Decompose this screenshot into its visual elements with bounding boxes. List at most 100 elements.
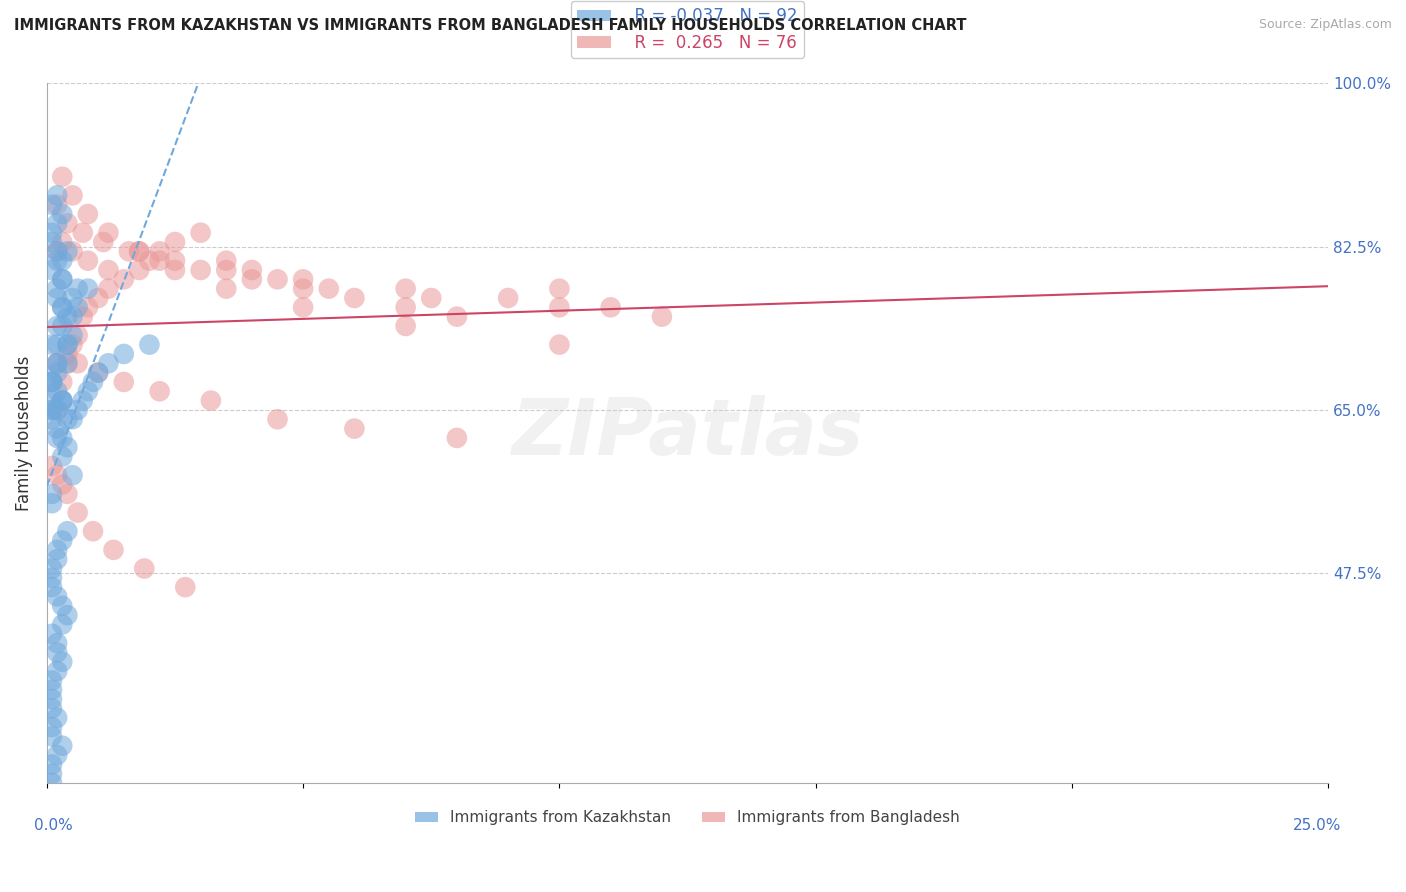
Point: [318, 282, 340, 296]
Point: [46, 244, 69, 259]
Point: [51, 739, 73, 753]
Point: [56, 337, 79, 351]
Text: 0.0%: 0.0%: [34, 818, 73, 833]
Point: [420, 291, 443, 305]
Point: [41, 375, 63, 389]
Point: [41, 701, 63, 715]
Point: [41, 571, 63, 585]
Point: [97, 356, 120, 370]
Point: [51, 450, 73, 464]
Point: [62, 244, 84, 259]
Legend: Immigrants from Kazakhstan, Immigrants from Bangladesh: Immigrants from Kazakhstan, Immigrants f…: [409, 805, 966, 831]
Point: [215, 253, 238, 268]
Point: [41, 720, 63, 734]
Point: [51, 431, 73, 445]
Point: [548, 337, 571, 351]
Point: [395, 301, 418, 315]
Point: [51, 272, 73, 286]
Point: [343, 291, 366, 305]
Point: [395, 282, 418, 296]
Point: [62, 291, 84, 305]
Point: [56, 216, 79, 230]
Point: [46, 356, 69, 370]
Point: [51, 253, 73, 268]
Point: [51, 617, 73, 632]
Point: [46, 468, 69, 483]
Point: [82, 524, 104, 539]
Point: [46, 291, 69, 305]
Point: [46, 197, 69, 211]
Text: Source: ZipAtlas.com: Source: ZipAtlas.com: [1258, 18, 1392, 31]
Point: [66, 301, 89, 315]
Point: [56, 356, 79, 370]
Point: [51, 477, 73, 491]
Point: [72, 226, 94, 240]
Point: [72, 393, 94, 408]
Point: [446, 431, 468, 445]
Text: 25.0%: 25.0%: [1292, 818, 1341, 833]
Point: [77, 207, 100, 221]
Point: [46, 645, 69, 659]
Point: [292, 282, 315, 296]
Point: [190, 226, 212, 240]
Point: [41, 692, 63, 706]
Point: [87, 291, 110, 305]
Point: [149, 253, 172, 268]
Point: [66, 403, 89, 417]
Text: IMMIGRANTS FROM KAZAKHSTAN VS IMMIGRANTS FROM BANGLADESH FAMILY HOUSEHOLDS CORRE: IMMIGRANTS FROM KAZAKHSTAN VS IMMIGRANTS…: [14, 18, 966, 33]
Point: [46, 366, 69, 380]
Point: [395, 318, 418, 333]
Point: [200, 393, 222, 408]
Point: [163, 253, 186, 268]
Point: [46, 253, 69, 268]
Point: [87, 366, 110, 380]
Point: [149, 384, 172, 399]
Point: [41, 375, 63, 389]
Point: [112, 375, 135, 389]
Point: [103, 542, 125, 557]
Point: [56, 412, 79, 426]
Point: [51, 533, 73, 548]
Point: [66, 506, 89, 520]
Point: [41, 682, 63, 697]
Point: [82, 375, 104, 389]
Point: [41, 766, 63, 780]
Point: [599, 301, 621, 315]
Point: [56, 310, 79, 324]
Point: [41, 580, 63, 594]
Point: [87, 366, 110, 380]
Point: [46, 244, 69, 259]
Point: [128, 263, 150, 277]
Point: [41, 235, 63, 249]
Point: [46, 188, 69, 202]
Point: [66, 356, 89, 370]
Point: [51, 599, 73, 613]
Point: [51, 301, 73, 315]
Point: [46, 403, 69, 417]
Point: [46, 282, 69, 296]
Point: [46, 711, 69, 725]
Point: [41, 496, 63, 510]
Point: [56, 524, 79, 539]
Point: [66, 328, 89, 343]
Point: [51, 375, 73, 389]
Point: [56, 487, 79, 501]
Point: [215, 263, 238, 277]
Point: [292, 272, 315, 286]
Point: [77, 282, 100, 296]
Point: [266, 412, 288, 426]
Point: [138, 253, 160, 268]
Point: [51, 235, 73, 249]
Point: [41, 757, 63, 772]
Point: [46, 384, 69, 399]
Point: [46, 356, 69, 370]
Point: [496, 291, 519, 305]
Point: [266, 272, 288, 286]
Point: [41, 197, 63, 211]
Point: [46, 356, 69, 370]
Point: [46, 542, 69, 557]
Point: [51, 272, 73, 286]
Point: [66, 282, 89, 296]
Point: [190, 263, 212, 277]
Point: [548, 282, 571, 296]
